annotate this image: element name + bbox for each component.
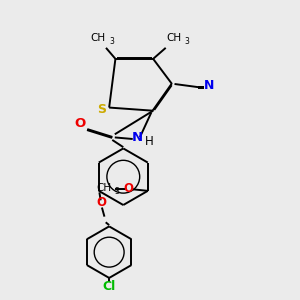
Text: 3: 3 bbox=[109, 37, 114, 46]
Text: 3: 3 bbox=[185, 37, 190, 46]
Text: CH: CH bbox=[166, 33, 181, 43]
Text: Cl: Cl bbox=[103, 280, 116, 293]
Text: S: S bbox=[97, 103, 106, 116]
Text: O: O bbox=[123, 182, 133, 194]
Text: O: O bbox=[75, 117, 86, 130]
Text: O: O bbox=[96, 196, 106, 209]
Text: CH: CH bbox=[97, 183, 112, 193]
Text: 3: 3 bbox=[114, 187, 119, 196]
Text: N: N bbox=[132, 131, 143, 144]
Text: N: N bbox=[204, 80, 214, 92]
Text: CH: CH bbox=[91, 33, 106, 43]
Text: H: H bbox=[145, 135, 153, 148]
